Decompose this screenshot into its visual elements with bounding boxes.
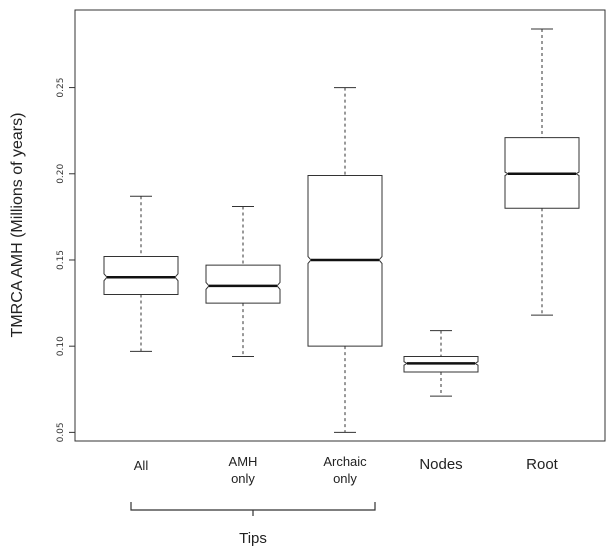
x-category-label: AMH xyxy=(229,454,258,469)
box-body xyxy=(205,264,281,304)
x-category-label: All xyxy=(134,458,149,473)
box-body xyxy=(103,256,179,295)
x-category-label: only xyxy=(333,471,357,486)
y-tick-label: 0.15 xyxy=(56,250,66,270)
box-4 xyxy=(504,28,580,316)
y-tick-label: 0.25 xyxy=(56,78,66,98)
x-axis-labels: All AMH only Archaic only Nodes Root xyxy=(134,454,559,486)
boxes-layer xyxy=(103,28,580,433)
x-category-label: Root xyxy=(526,456,559,473)
box-1 xyxy=(205,206,281,358)
group-label-tips: Tips xyxy=(239,530,267,547)
x-category-label: Nodes xyxy=(419,456,462,473)
x-category-label: only xyxy=(231,471,255,486)
y-axis: 0.05 0.10 0.15 0.20 0.25 xyxy=(56,78,75,442)
bracket-line xyxy=(130,502,376,516)
plot-frame xyxy=(74,9,606,442)
y-tick-label: 0.05 xyxy=(56,422,66,442)
y-axis-title: TMRCA AMH (Millions of years) xyxy=(9,113,26,338)
tips-bracket: Tips xyxy=(130,502,376,547)
y-tick-label: 0.20 xyxy=(56,163,66,183)
box-0 xyxy=(103,195,179,352)
box-3 xyxy=(403,330,479,397)
y-tick-label: 0.10 xyxy=(56,336,66,356)
box-2 xyxy=(307,87,383,433)
x-category-label: Archaic xyxy=(323,454,367,469)
